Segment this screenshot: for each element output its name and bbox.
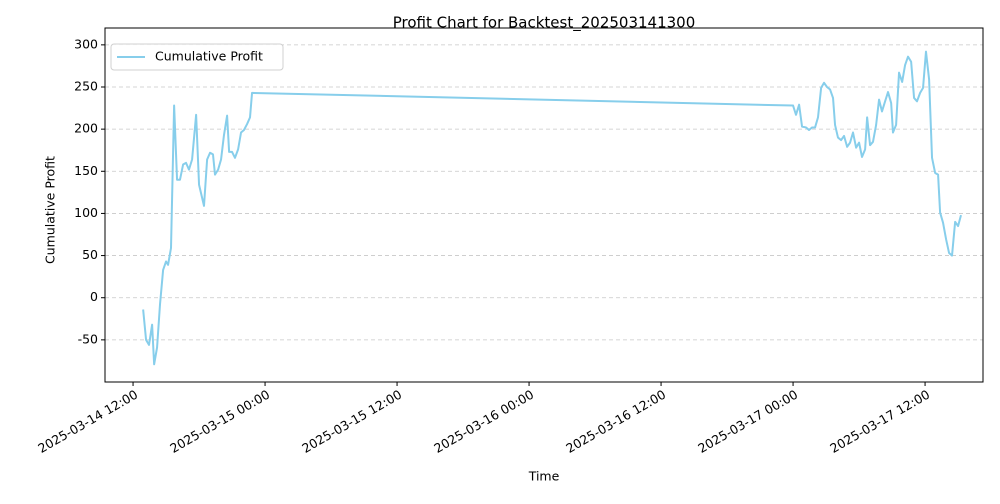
y-tick-label: -50 (78, 331, 98, 346)
plot-frame (104, 27, 984, 383)
chart-title: Profit Chart for Backtest_202503141300 (393, 14, 696, 33)
legend-label: Cumulative Profit (155, 49, 263, 64)
y-tick-label: 100 (74, 205, 98, 220)
y-tick-label: 250 (74, 79, 98, 94)
y-tick-label: 300 (74, 36, 98, 51)
y-tick-label: 0 (90, 289, 98, 304)
legend-box (110, 43, 284, 71)
x-axis-label: Time (528, 469, 560, 484)
y-tick-label: 50 (82, 247, 98, 262)
y-axis-label: Cumulative Profit (43, 156, 58, 264)
line-series (142, 50, 962, 366)
y-tick-label: 150 (74, 163, 98, 178)
y-tick-label: 200 (74, 121, 98, 136)
